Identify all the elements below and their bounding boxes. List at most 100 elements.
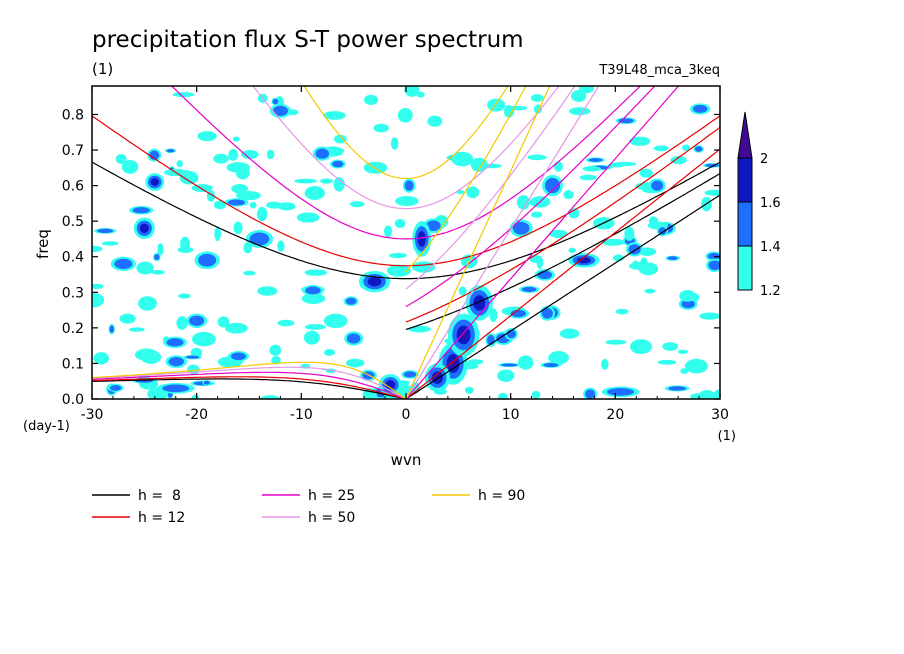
power-contour <box>224 322 248 334</box>
colorbar-label: 1.2 <box>760 284 781 299</box>
power-contour <box>385 380 396 390</box>
power-contour <box>383 225 393 238</box>
y-tick-label: 0.2 <box>62 321 84 337</box>
power-contour <box>257 286 278 296</box>
y-axis-label: freq <box>34 229 52 259</box>
power-contour <box>323 111 346 120</box>
power-contour <box>517 355 534 370</box>
power-contour <box>230 352 247 361</box>
power-contour <box>320 178 333 184</box>
power-contour <box>699 312 720 320</box>
power-contour <box>615 308 629 315</box>
power-contour <box>501 363 518 367</box>
power-contour <box>531 390 541 399</box>
power-contour <box>601 238 625 246</box>
power-contour <box>346 333 361 344</box>
mrg-curve <box>405 86 656 308</box>
power-contour <box>653 145 669 152</box>
power-contour <box>628 262 651 270</box>
power-contour <box>115 153 127 165</box>
x-tick-label: -30 <box>81 407 104 423</box>
power-contour <box>109 325 114 333</box>
power-contour <box>458 286 467 296</box>
power-contour <box>461 331 467 339</box>
power-contour <box>333 134 347 144</box>
colorbar-label: 1.6 <box>760 196 781 211</box>
power-contour <box>190 347 203 358</box>
power-contour <box>386 264 411 277</box>
power-contour <box>235 190 261 201</box>
legend-label: h = 50 <box>308 510 355 526</box>
power-contour <box>601 358 609 370</box>
power-contour <box>363 161 388 174</box>
legend-label: h = 12 <box>138 510 185 526</box>
power-contour <box>466 186 480 199</box>
power-contour <box>363 94 379 105</box>
x-axis-ticks: -30 -20 -10 0 10 20 30 <box>81 86 729 423</box>
power-contour <box>487 98 506 112</box>
power-contour <box>180 236 190 251</box>
kelvin-curve <box>405 86 600 399</box>
power-contour <box>662 342 679 351</box>
power-contour <box>464 386 474 394</box>
power-contour <box>644 288 656 294</box>
power-contour <box>349 201 365 208</box>
chart-subtitle-right: T39L48_mca_3keq <box>598 63 720 78</box>
legend-label: h = 8 <box>138 488 181 504</box>
power-contour <box>394 218 406 228</box>
power-contour <box>197 131 217 142</box>
power-contour <box>304 324 326 330</box>
power-contour <box>707 252 720 260</box>
power-contour <box>151 269 165 275</box>
power-contour <box>521 286 537 292</box>
power-contour <box>114 258 133 269</box>
power-contour <box>404 180 414 191</box>
mrg-curve <box>405 126 720 323</box>
power-contour <box>607 388 635 396</box>
colorbar-extend-arrow <box>737 111 753 159</box>
power-contour <box>563 190 574 200</box>
x-axis-label: wvn <box>391 451 422 469</box>
rossby-curve <box>92 366 407 399</box>
power-contour <box>154 254 160 261</box>
power-contour <box>277 202 296 211</box>
colorbar-label: 2 <box>760 152 768 167</box>
power-contour <box>690 393 707 399</box>
x-tick-label: 10 <box>502 407 520 423</box>
colorbar: 1.2 1.4 1.6 2 <box>737 111 781 299</box>
colorbar-segment <box>737 245 753 291</box>
mrg-curve <box>405 172 720 331</box>
power-contour <box>497 369 515 382</box>
power-contour <box>136 261 154 275</box>
power-contour <box>332 160 344 168</box>
power-contour <box>272 105 288 117</box>
power-contour <box>157 243 164 256</box>
y-tick-label: 0.3 <box>62 285 84 301</box>
power-contour <box>489 308 498 322</box>
power-contour <box>553 161 563 172</box>
power-contour <box>271 356 281 365</box>
power-contour <box>92 245 103 253</box>
inertio-gravity-curve <box>92 161 720 280</box>
power-contour <box>412 261 436 273</box>
power-contour <box>166 149 175 153</box>
power-contour <box>140 350 162 364</box>
power-contour <box>651 180 664 191</box>
power-contour <box>568 247 577 254</box>
power-contour <box>388 252 407 259</box>
y-axis-ticks: 0.0 0.1 0.2 0.3 0.4 0.5 0.6 0.7 0.8 <box>62 107 720 408</box>
power-contour <box>585 389 596 399</box>
inertio-gravity-curve <box>92 115 720 267</box>
power-contour <box>92 283 104 289</box>
rossby-curve <box>92 361 407 399</box>
power-contour <box>473 295 486 311</box>
y-tick-label: 0.5 <box>62 214 84 230</box>
power-contour <box>498 392 508 399</box>
power-contour <box>679 290 697 302</box>
power-contour <box>692 104 708 113</box>
power-contour <box>568 107 591 116</box>
x-tick-label: 30 <box>711 407 729 423</box>
power-contour <box>397 108 413 123</box>
power-contour <box>101 241 119 246</box>
